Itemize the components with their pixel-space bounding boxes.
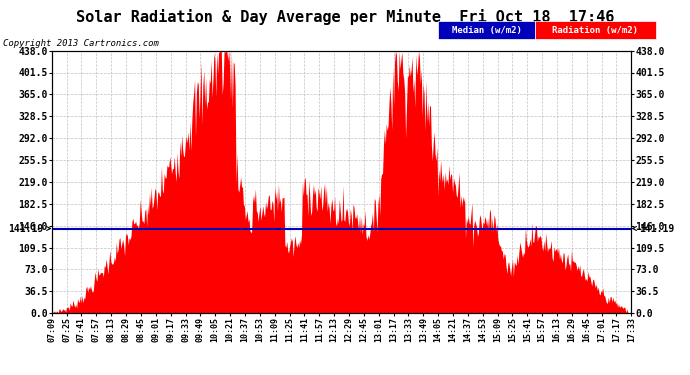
Text: Copyright 2013 Cartronics.com: Copyright 2013 Cartronics.com: [3, 39, 159, 48]
Text: Solar Radiation & Day Average per Minute  Fri Oct 18  17:46: Solar Radiation & Day Average per Minute…: [76, 9, 614, 26]
Text: Median (w/m2): Median (w/m2): [451, 26, 522, 35]
Text: 141.19: 141.19: [8, 224, 50, 234]
Text: 141.19: 141.19: [633, 224, 675, 234]
Text: Radiation (w/m2): Radiation (w/m2): [552, 26, 638, 35]
